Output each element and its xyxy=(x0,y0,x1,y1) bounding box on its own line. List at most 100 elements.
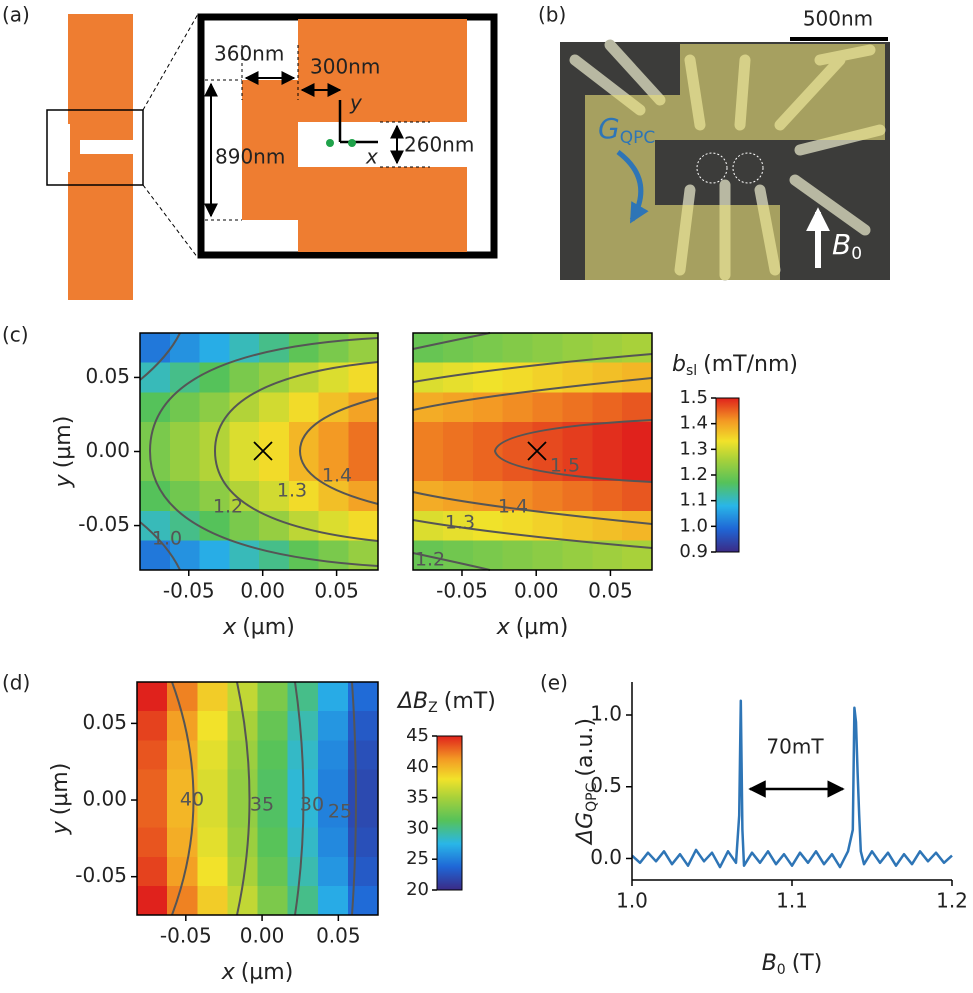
symbol: x xyxy=(221,960,236,985)
device xyxy=(68,14,133,300)
heat-cell xyxy=(592,392,622,422)
heat-cell xyxy=(197,886,228,916)
colorbar-tick-label: 1.3 xyxy=(679,438,708,459)
symbol: b xyxy=(672,352,686,377)
colorbar-tick-label: 40 xyxy=(406,756,429,777)
heat-cell xyxy=(167,740,198,770)
heat-cell xyxy=(140,422,170,452)
heat-cell xyxy=(473,363,503,393)
heat-cell xyxy=(229,363,259,393)
heat-cell xyxy=(288,857,319,887)
colorbar-tick-label: 45 xyxy=(406,725,429,746)
heat-cell xyxy=(197,682,228,712)
data-line xyxy=(632,701,952,867)
colorbar-tick-label: 1.1 xyxy=(679,490,708,511)
heat-cell xyxy=(318,711,349,741)
axis-name: y xyxy=(349,91,363,115)
heat-cell xyxy=(137,857,168,887)
axis-name: x xyxy=(365,145,378,169)
zoom-line xyxy=(143,185,198,258)
unit: (µm) xyxy=(48,763,73,816)
x-tick-label: 1.1 xyxy=(776,889,808,913)
colorbar xyxy=(437,736,462,890)
heat-cell xyxy=(443,392,473,422)
heat-cell xyxy=(259,392,289,422)
symbol: x xyxy=(496,615,511,640)
heat-cell xyxy=(288,886,319,916)
heat-cell xyxy=(318,886,349,916)
heat-cell xyxy=(167,886,198,916)
x-tick-label: 0.05 xyxy=(588,579,633,603)
heat-cell xyxy=(562,540,592,570)
heat-cell xyxy=(227,740,258,770)
heat-cell xyxy=(319,540,349,570)
symbol: ΔB xyxy=(396,689,428,714)
heat-cell xyxy=(413,511,443,541)
axis-label: ΔBZ(mT) xyxy=(396,689,496,716)
contour-label: 1.3 xyxy=(445,512,475,534)
subscript: Z xyxy=(428,700,438,716)
heat-cell xyxy=(533,540,563,570)
heat-cell xyxy=(503,333,533,363)
axis-label: B0(T) xyxy=(762,951,823,978)
heat-cell xyxy=(259,422,289,452)
heat-cell xyxy=(258,857,289,887)
contour-label: 1.2 xyxy=(213,496,243,518)
colorbar-tick-label: 1.2 xyxy=(679,464,708,485)
dimension: 260nm xyxy=(404,133,474,157)
dimension: 890nm xyxy=(215,145,285,169)
heat-cell xyxy=(348,769,379,799)
heat-cell xyxy=(592,422,622,452)
symbol: ΔG xyxy=(573,812,598,846)
contour-label: 1.3 xyxy=(277,480,307,502)
heat-cell xyxy=(318,828,349,858)
heat-cell xyxy=(137,799,168,829)
subscript: QPC xyxy=(584,782,600,811)
x-tick-label: -0.05 xyxy=(163,579,215,603)
heat-cell xyxy=(197,711,228,741)
heat-cell xyxy=(137,828,168,858)
heat-cell xyxy=(622,452,652,482)
contour-label: 1.4 xyxy=(498,496,528,518)
heat-cell xyxy=(562,481,592,511)
heat-cell xyxy=(622,392,652,422)
panel-a: (a) 360nm 300nm 890nm 260nm y x xyxy=(2,3,494,301)
heat-cell xyxy=(258,711,289,741)
heat-cell xyxy=(533,481,563,511)
heat-cell xyxy=(197,857,228,887)
heat-cell xyxy=(562,363,592,393)
contour-label: 35 xyxy=(250,794,274,816)
panel-label: (b) xyxy=(538,3,566,27)
contour-label: 1.5 xyxy=(550,455,580,477)
symbol: G xyxy=(598,112,620,145)
heat-cell xyxy=(288,711,319,741)
colorbar-tick-label: 0.9 xyxy=(679,541,708,562)
heat-cell xyxy=(592,481,622,511)
heat-cell xyxy=(503,392,533,422)
subscript: 0 xyxy=(851,244,862,264)
axis-label: x(µm) xyxy=(221,960,294,985)
heat-cell xyxy=(473,333,503,363)
heat-cell xyxy=(197,740,228,770)
heat-cell xyxy=(348,511,378,541)
heat-cell xyxy=(170,422,200,452)
unit: (µm) xyxy=(51,416,76,469)
heat-cell xyxy=(562,392,592,422)
heat-cell xyxy=(200,363,230,393)
x-tick-label: 0.05 xyxy=(314,579,359,603)
heat-cell xyxy=(167,682,198,712)
heat-cell xyxy=(229,452,259,482)
heat-cell xyxy=(592,363,622,393)
heat-cell xyxy=(348,740,379,770)
heat-cell xyxy=(137,886,168,916)
contour-label: 30 xyxy=(300,794,324,816)
subscript: 0 xyxy=(777,962,786,978)
heat-cell xyxy=(443,452,473,482)
heat-cell xyxy=(200,333,230,363)
heat-cell xyxy=(503,540,533,570)
heat-cell xyxy=(443,363,473,393)
heat-cell xyxy=(200,540,230,570)
panel-label: (c) xyxy=(2,323,29,347)
panel-label: (d) xyxy=(2,671,30,695)
colorbar-tick-label: 1.4 xyxy=(679,413,708,434)
